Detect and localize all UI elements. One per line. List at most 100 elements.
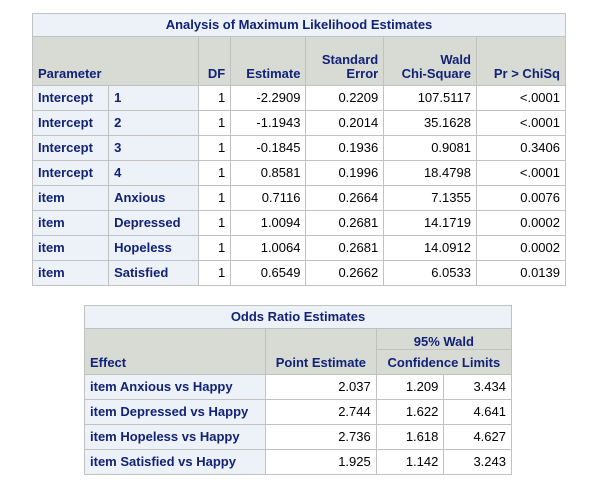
pvalue-cell: 0.0076 — [475, 185, 567, 211]
estimate-cell: 0.8581 — [230, 160, 307, 186]
parameter-cell: item — [31, 260, 110, 286]
ci-lower-cell: 1.142 — [375, 449, 445, 475]
standard-error-cell: 0.2681 — [305, 210, 385, 236]
wald-chisq-cell: 6.0533 — [383, 260, 477, 286]
level-cell: Depressed — [108, 210, 199, 236]
effect-cell: item Depressed vs Happy — [84, 399, 266, 425]
ci-upper-cell: 3.434 — [443, 374, 512, 400]
table-row: item Anxious 1 0.7116 0.2664 7.1355 0.0076 — [31, 185, 567, 211]
effect-cell: item Anxious vs Happy — [84, 374, 266, 400]
pvalue-cell: 0.0002 — [475, 235, 567, 261]
standard-error-cell: 0.2662 — [305, 260, 385, 286]
ci-lower-cell: 1.622 — [375, 399, 445, 425]
table-row: item Hopeless vs Happy 2.736 1.618 4.627 — [84, 424, 512, 450]
odds-ratio-table: Odds Ratio Estimates Effect Point Estima… — [84, 305, 513, 475]
col-header-standard-error: Standard Error — [305, 36, 385, 86]
table-row: item Depressed 1 1.0094 0.2681 14.1719 0.0002 — [31, 210, 567, 236]
standard-error-cell: 0.2664 — [305, 185, 385, 211]
point-estimate-cell: 2.736 — [265, 424, 377, 450]
col-header-pvalue: Pr > ChiSq — [475, 36, 567, 86]
df-cell: 1 — [197, 210, 232, 236]
parameter-cell: Intercept — [31, 160, 110, 186]
df-cell: 1 — [197, 160, 232, 186]
table-row: item Hopeless 1 1.0064 0.2681 14.0912 0.0002 — [31, 235, 567, 261]
df-cell: 1 — [197, 185, 232, 211]
point-estimate-cell: 1.925 — [265, 449, 377, 475]
estimate-cell: 1.0094 — [230, 210, 307, 236]
pvalue-cell: <.0001 — [475, 85, 567, 111]
ci-upper-cell: 3.243 — [443, 449, 512, 475]
col-header-ci-line2: Confidence Limits — [375, 349, 513, 375]
col-header-standard-error-line2: Error — [346, 66, 379, 81]
odds-table-title: Odds Ratio Estimates — [84, 305, 512, 329]
pvalue-cell: <.0001 — [475, 160, 567, 186]
estimate-cell: -1.1943 — [230, 110, 307, 136]
parameter-cell: Intercept — [31, 135, 110, 161]
wald-chisq-cell: 35.1628 — [383, 110, 477, 136]
df-cell: 1 — [197, 110, 232, 136]
estimate-cell: -2.2909 — [230, 85, 307, 111]
estimate-cell: -0.1845 — [230, 135, 307, 161]
pvalue-cell: <.0001 — [475, 110, 567, 136]
col-header-standard-error-line1: Standard — [321, 52, 379, 67]
wald-chisq-cell: 14.0912 — [383, 235, 477, 261]
ci-lower-cell: 1.618 — [375, 424, 445, 450]
level-cell: Satisfied — [108, 260, 199, 286]
wald-chisq-cell: 18.4798 — [383, 160, 477, 186]
point-estimate-cell: 2.744 — [265, 399, 377, 425]
level-cell: 1 — [108, 85, 199, 111]
col-header-wald-chisq-line1: Wald — [440, 52, 471, 67]
df-cell: 1 — [197, 235, 232, 261]
table-row: Intercept 4 1 0.8581 0.1996 18.4798 <.0001 — [31, 160, 567, 186]
level-cell: 3 — [108, 135, 199, 161]
pvalue-cell: 0.0002 — [475, 210, 567, 236]
mle-table-title: Analysis of Maximum Likelihood Estimates — [32, 13, 566, 37]
df-cell: 1 — [197, 260, 232, 286]
col-header-wald-chisq-line2: Chi-Square — [401, 66, 471, 81]
standard-error-cell: 0.2014 — [305, 110, 385, 136]
table-row: item Satisfied 1 0.6549 0.2662 6.0533 0.0139 — [31, 260, 567, 286]
level-cell: 2 — [108, 110, 199, 136]
parameter-cell: Intercept — [31, 110, 110, 136]
ci-upper-cell: 4.641 — [443, 399, 512, 425]
table-row: item Satisfied vs Happy 1.925 1.142 3.243 — [84, 449, 512, 475]
table-row: Intercept 3 1 -0.1845 0.1936 0.9081 0.3406 — [31, 135, 567, 161]
ci-lower-cell: 1.209 — [375, 374, 445, 400]
col-header-ci-line1: 95% Wald — [375, 328, 513, 350]
col-header-effect: Effect — [84, 328, 266, 375]
level-cell: Anxious — [108, 185, 199, 211]
df-cell: 1 — [197, 85, 232, 111]
ci-upper-cell: 4.627 — [443, 424, 512, 450]
wald-chisq-cell: 14.1719 — [383, 210, 477, 236]
effect-cell: item Satisfied vs Happy — [84, 449, 266, 475]
table-row: Intercept 2 1 -1.1943 0.2014 35.1628 <.0001 — [31, 110, 567, 136]
wald-chisq-cell: 0.9081 — [383, 135, 477, 161]
estimate-cell: 0.6549 — [230, 260, 307, 286]
standard-error-cell: 0.2209 — [305, 85, 385, 111]
pvalue-cell: 0.3406 — [475, 135, 567, 161]
standard-error-cell: 0.1996 — [305, 160, 385, 186]
parameter-cell: Intercept — [31, 85, 110, 111]
parameter-cell: item — [31, 210, 110, 236]
level-cell: Hopeless — [108, 235, 199, 261]
pvalue-cell: 0.0139 — [475, 260, 567, 286]
estimate-cell: 0.7116 — [230, 185, 307, 211]
col-header-point-estimate: Point Estimate — [265, 328, 377, 375]
table-row: item Depressed vs Happy 2.744 1.622 4.641 — [84, 399, 512, 425]
estimate-cell: 1.0064 — [230, 235, 307, 261]
standard-error-cell: 0.1936 — [305, 135, 385, 161]
effect-cell: item Hopeless vs Happy — [84, 424, 266, 450]
col-header-estimate: Estimate — [230, 36, 307, 86]
standard-error-cell: 0.2681 — [305, 235, 385, 261]
mle-table: Analysis of Maximum Likelihood Estimates… — [31, 13, 567, 286]
parameter-cell: item — [31, 235, 110, 261]
col-header-parameter: Parameter — [32, 36, 199, 86]
table-row: item Anxious vs Happy 2.037 1.209 3.434 — [84, 374, 512, 400]
level-cell: 4 — [108, 160, 199, 186]
wald-chisq-cell: 7.1355 — [383, 185, 477, 211]
col-header-df: DF — [197, 36, 232, 86]
point-estimate-cell: 2.037 — [265, 374, 377, 400]
table-row: Intercept 1 1 -2.2909 0.2209 107.5117 <.0001 — [31, 85, 567, 111]
df-cell: 1 — [197, 135, 232, 161]
col-header-wald-chisq: Wald Chi-Square — [383, 36, 477, 86]
